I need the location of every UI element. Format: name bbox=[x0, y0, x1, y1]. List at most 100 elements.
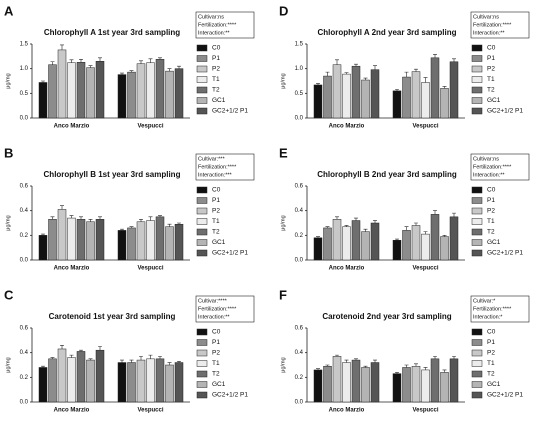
error-bar bbox=[50, 216, 55, 220]
bar bbox=[313, 237, 323, 261]
y-tick-label: 0.0 bbox=[20, 116, 29, 122]
error-bar bbox=[69, 59, 74, 63]
bar bbox=[38, 235, 48, 261]
x-tick-label: Vespucci bbox=[137, 124, 163, 130]
legend-label: P1 bbox=[212, 197, 220, 204]
bar bbox=[313, 84, 323, 119]
legend-swatch bbox=[471, 186, 483, 194]
legend-label: T2 bbox=[212, 371, 220, 378]
legend-label: C0 bbox=[487, 187, 496, 194]
bar bbox=[95, 61, 105, 119]
stats-text: Fertilization:**** bbox=[198, 22, 237, 28]
chart-title: Carotenoid 2nd year 3rd sampling bbox=[322, 312, 451, 321]
x-tick-label: Vespucci bbox=[412, 266, 438, 272]
x-tick-label: Anco Marzio bbox=[329, 124, 365, 130]
bar bbox=[165, 226, 174, 261]
legend-label: T2 bbox=[487, 229, 495, 236]
stats-box bbox=[195, 295, 255, 323]
bar bbox=[127, 71, 136, 119]
error-bar bbox=[69, 215, 74, 219]
bar bbox=[370, 222, 380, 261]
error-bar bbox=[120, 359, 124, 363]
stats-text: Cultivar:*** bbox=[198, 156, 225, 162]
legend-label: T2 bbox=[487, 371, 495, 378]
y-tick-label: 0.0 bbox=[295, 400, 304, 406]
legend-swatch bbox=[471, 239, 483, 246]
chart-title: Chlorophyll A 1st year 3rd sampling bbox=[44, 28, 180, 37]
y-tick-label: 0.4 bbox=[295, 350, 304, 356]
y-tick-label: 0.0 bbox=[295, 258, 304, 264]
error-bar bbox=[177, 361, 181, 363]
y-tick-label: 0.6 bbox=[20, 184, 29, 190]
legend-swatch bbox=[196, 44, 208, 52]
bar bbox=[146, 358, 155, 403]
bar bbox=[351, 220, 361, 261]
legend-label: P1 bbox=[487, 197, 495, 204]
stats-box bbox=[195, 153, 255, 181]
bar bbox=[430, 358, 440, 403]
error-bar bbox=[98, 57, 102, 62]
legend-swatch bbox=[471, 207, 483, 215]
y-tick-label: 0.6 bbox=[20, 326, 29, 332]
error-bar bbox=[442, 235, 447, 237]
y-axis-label: μg/mg bbox=[280, 215, 286, 230]
bar bbox=[95, 219, 105, 261]
error-bar bbox=[423, 77, 428, 83]
error-bar bbox=[404, 226, 409, 231]
error-bar bbox=[158, 215, 162, 217]
bar bbox=[421, 369, 430, 403]
stats-text: Fertilization:**** bbox=[198, 306, 237, 312]
bar bbox=[323, 227, 332, 261]
legend-swatch bbox=[471, 76, 483, 83]
bar bbox=[411, 225, 421, 261]
legend-label: T1 bbox=[212, 76, 220, 83]
error-bar bbox=[442, 369, 447, 373]
y-tick-label: 1.5 bbox=[295, 42, 304, 48]
bar bbox=[421, 233, 430, 261]
y-tick-label: 0.2 bbox=[295, 375, 304, 381]
error-bar bbox=[452, 58, 456, 62]
error-bar bbox=[433, 210, 437, 215]
x-tick-label: Vespucci bbox=[137, 266, 163, 272]
legend-label: GC2+1/2 P1 bbox=[212, 392, 248, 399]
legend-swatch bbox=[196, 197, 208, 204]
error-bar bbox=[167, 223, 172, 227]
bar bbox=[392, 90, 402, 119]
legend-swatch bbox=[196, 55, 208, 62]
error-bar bbox=[325, 226, 330, 228]
legend-label: P2 bbox=[487, 208, 495, 215]
bar bbox=[313, 369, 323, 403]
legend-label: GC1 bbox=[487, 97, 501, 104]
y-tick-label: 0.0 bbox=[20, 258, 29, 264]
stats-text: Fertilization:**** bbox=[473, 306, 512, 312]
error-bar bbox=[60, 44, 64, 50]
bar bbox=[67, 62, 76, 119]
bar bbox=[421, 82, 430, 119]
bar bbox=[332, 219, 342, 261]
legend-swatch bbox=[196, 349, 208, 357]
error-bar bbox=[395, 372, 399, 374]
error-bar bbox=[373, 220, 377, 223]
bar bbox=[440, 236, 449, 261]
legend-label: GC2+1/2 P1 bbox=[487, 108, 523, 115]
error-bar bbox=[373, 359, 377, 363]
y-tick-label: 0.0 bbox=[295, 116, 304, 122]
legend-swatch bbox=[471, 55, 483, 62]
stats-text: Interaction:*** bbox=[198, 172, 232, 178]
legend-label: P2 bbox=[212, 350, 220, 357]
error-bar bbox=[98, 216, 102, 220]
error-bar bbox=[404, 71, 409, 78]
error-bar bbox=[167, 68, 172, 72]
legend-label: C0 bbox=[212, 45, 221, 52]
chart-title: Carotenoid 1st year 3rd sampling bbox=[49, 312, 176, 321]
bar bbox=[57, 49, 67, 119]
legend-swatch bbox=[196, 76, 208, 83]
error-bar bbox=[139, 60, 143, 64]
legend-swatch bbox=[471, 44, 483, 52]
chart-title: Chlorophyll B 2nd year 3rd sampling bbox=[317, 170, 457, 179]
error-bar bbox=[158, 356, 162, 359]
legend-label: C0 bbox=[212, 329, 221, 336]
bar bbox=[117, 230, 127, 261]
error-bar bbox=[41, 233, 45, 236]
